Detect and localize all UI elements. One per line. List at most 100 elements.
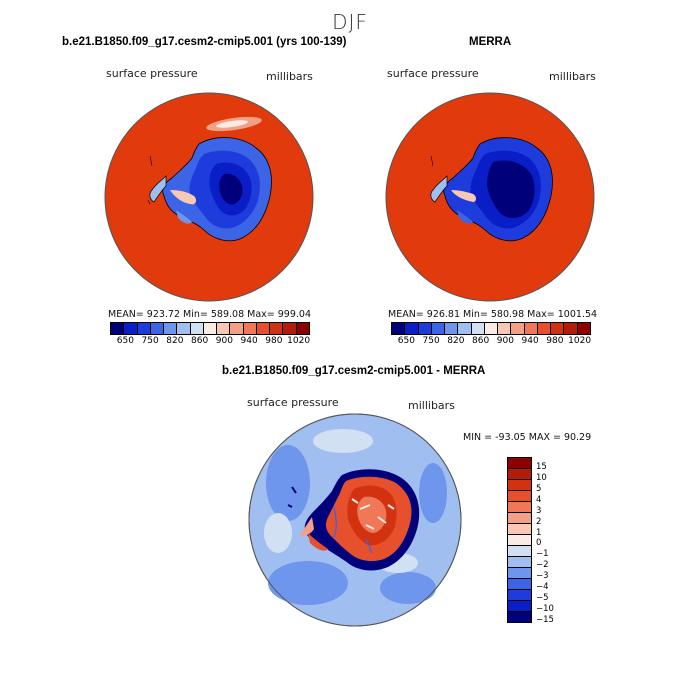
colorbar-swatch — [203, 323, 218, 334]
colorbar-tick-label: 980 — [265, 336, 283, 346]
colorbar-swatch — [508, 568, 531, 579]
right-antarctica — [430, 137, 553, 242]
left-variable-label: surface pressure — [106, 67, 198, 80]
colorbar-swatch — [445, 323, 459, 334]
colorbar-tick-label: 1 — [536, 527, 542, 538]
colorbar-tick-label: 1020 — [568, 336, 592, 346]
colorbar-swatch — [537, 323, 552, 334]
left-panel-title: b.e21.B1850.f09_g17.cesm2-cmip5.001 (yrs… — [62, 36, 347, 48]
colorbar-swatch — [190, 323, 204, 334]
diff-variable-label: surface pressure — [247, 396, 339, 409]
colorbar-tick-label: 750 — [141, 336, 159, 346]
colorbar-swatch — [511, 323, 525, 334]
diff-panel-title: b.e21.B1850.f09_g17.cesm2-cmip5.001 - ME… — [222, 365, 486, 377]
right-colorbar — [391, 322, 591, 335]
colorbar-swatch — [508, 612, 531, 622]
colorbar-tick-label: 860 — [472, 336, 490, 346]
colorbar-swatch — [230, 323, 244, 334]
colorbar-swatch — [405, 323, 419, 334]
colorbar-swatch — [217, 323, 231, 334]
right-stats: MEAN= 926.81 Min= 580.98 Max= 1001.54 — [388, 309, 598, 320]
colorbar-tick-label: 940 — [521, 336, 539, 346]
colorbar-swatch — [124, 323, 138, 334]
colorbar-tick-label: 1020 — [287, 336, 311, 346]
colorbar-swatch — [256, 323, 271, 334]
left-stats: MEAN= 923.72 Min= 589.08 Max= 999.04 — [108, 309, 312, 320]
colorbar-swatch — [508, 535, 531, 546]
colorbar-swatch — [508, 601, 531, 612]
figure-title: DJF — [332, 10, 368, 34]
colorbar-swatch — [508, 513, 531, 524]
colorbar-tick-label: 10 — [536, 472, 547, 483]
diff-polar-map — [248, 413, 462, 627]
colorbar-tick-label: −2 — [536, 560, 549, 571]
colorbar-tick-label: 3 — [536, 505, 542, 516]
colorbar-swatch — [458, 323, 472, 334]
colorbar-tick-label: 4 — [536, 494, 542, 505]
colorbar-tick-label: 650 — [116, 336, 134, 346]
colorbar-swatch — [243, 323, 257, 334]
colorbar-tick-label: −1 — [536, 549, 549, 560]
left-units-label: millibars — [266, 70, 313, 83]
right-variable-label: surface pressure — [387, 67, 479, 80]
colorbar-swatch — [564, 323, 578, 334]
colorbar-tick-label: 980 — [546, 336, 564, 346]
diff-units-label: millibars — [408, 399, 455, 412]
colorbar-swatch — [270, 323, 284, 334]
colorbar-swatch — [508, 480, 531, 491]
colorbar-swatch — [484, 323, 499, 334]
colorbar-swatch — [508, 590, 531, 601]
right-colorbar-labels: 650 750 820 860 900 940 980 1020 — [394, 336, 592, 346]
right-panel-title: MERRA — [469, 36, 512, 48]
colorbar-tick-label: 0 — [536, 538, 542, 549]
colorbar-swatch — [498, 323, 512, 334]
colorbar-swatch — [392, 323, 406, 334]
colorbar-tick-label: 900 — [215, 336, 233, 346]
colorbar-tick-label: 5 — [536, 483, 542, 494]
colorbar-swatch — [418, 323, 432, 334]
colorbar-swatch — [508, 546, 531, 557]
left-colorbar-labels: 650 750 820 860 900 940 980 1020 — [113, 336, 311, 346]
colorbar-swatch — [431, 323, 446, 334]
colorbar-tick-label: −3 — [536, 571, 549, 582]
colorbar-swatch — [508, 557, 531, 568]
diff-stats: MIN = -93.05 MAX = 90.29 — [463, 432, 592, 443]
colorbar-swatch — [471, 323, 485, 334]
colorbar-swatch — [551, 323, 565, 334]
colorbar-swatch — [177, 323, 191, 334]
right-polar-map — [385, 92, 595, 302]
right-units-label: millibars — [549, 70, 596, 83]
colorbar-swatch — [508, 524, 531, 535]
colorbar-tick-label: 15 — [536, 461, 547, 472]
colorbar-swatch — [111, 323, 125, 334]
colorbar-tick-label: 650 — [397, 336, 415, 346]
diff-antarctica — [287, 469, 420, 571]
colorbar-swatch — [137, 323, 151, 334]
colorbar-swatch — [524, 323, 538, 334]
colorbar-swatch — [508, 502, 531, 513]
colorbar-swatch — [508, 491, 531, 502]
colorbar-tick-label: 750 — [422, 336, 440, 346]
colorbar-tick-label: −4 — [536, 582, 549, 593]
colorbar-tick-label: −15 — [536, 615, 554, 625]
left-antarctica — [149, 137, 272, 242]
colorbar-tick-label: 940 — [240, 336, 258, 346]
colorbar-swatch — [283, 323, 297, 334]
colorbar-swatch — [296, 323, 309, 334]
colorbar-tick-label: −5 — [536, 593, 549, 604]
colorbar-swatch — [508, 579, 531, 590]
colorbar-tick-label: 820 — [166, 336, 184, 346]
colorbar-swatch — [508, 458, 531, 469]
colorbar-tick-label: 900 — [496, 336, 514, 346]
colorbar-swatch — [150, 323, 165, 334]
colorbar-tick-label: 860 — [191, 336, 209, 346]
colorbar-tick-label: −10 — [536, 604, 554, 615]
left-colorbar — [110, 322, 310, 335]
colorbar-swatch — [577, 323, 590, 334]
colorbar-swatch — [508, 469, 531, 480]
diff-colorbar — [507, 457, 532, 623]
colorbar-tick-label: 820 — [447, 336, 465, 346]
left-polar-map — [104, 92, 314, 302]
colorbar-swatch — [164, 323, 178, 334]
colorbar-tick-label: 2 — [536, 516, 542, 527]
